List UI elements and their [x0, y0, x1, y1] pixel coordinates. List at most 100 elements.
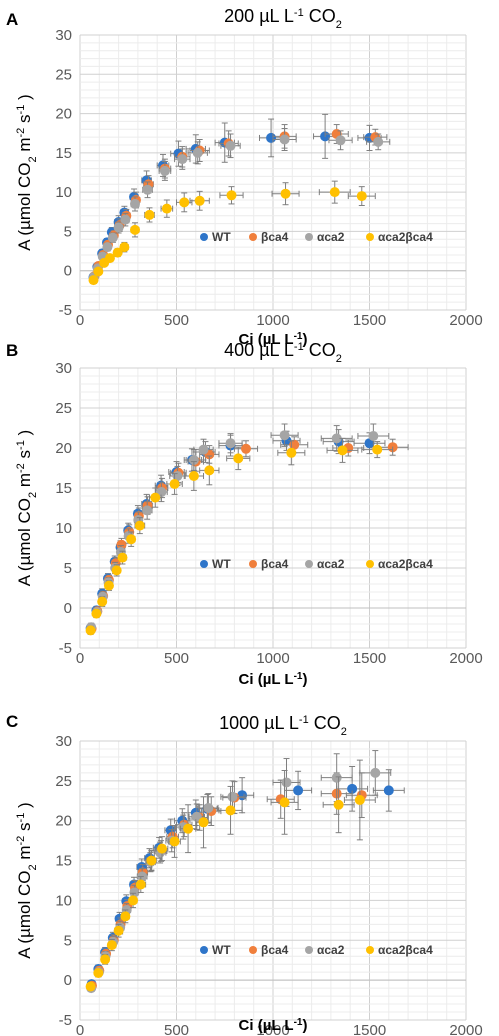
data-point — [161, 203, 172, 214]
data-point — [198, 444, 209, 455]
data-point — [93, 266, 104, 277]
title-tail: CO — [304, 6, 336, 26]
panel-c: 0 500 1000 1500 2000 -5 0 5 10 15 20 25 30 C 1000 µL L… — [6, 712, 483, 1036]
legend-marker — [249, 233, 257, 241]
legend-marker — [305, 560, 313, 568]
ylabel-part: s — [15, 822, 34, 835]
ylabel-superscript: -1 — [15, 440, 27, 450]
legend: WT βca4 αca2 αca2βca4 — [200, 230, 433, 244]
series-3 — [85, 759, 376, 992]
data-point — [93, 967, 104, 978]
legend: WT βca4 αca2 αca2βca4 — [200, 943, 433, 957]
data-point — [116, 539, 127, 550]
legend-marker — [200, 560, 208, 568]
xlabel-main: Ci (µL L — [239, 331, 294, 348]
data-point — [144, 209, 155, 220]
xlabel-main: Ci (µL L — [239, 671, 294, 688]
y-tick-label: 25 — [55, 400, 72, 417]
data-point — [279, 134, 290, 145]
data-point — [169, 836, 180, 847]
y-tick-label: -5 — [59, 640, 72, 657]
legend-label: αca2 — [317, 943, 345, 957]
data-point — [100, 954, 111, 965]
data-point — [383, 785, 394, 796]
data-point — [157, 843, 168, 854]
legend-marker — [249, 946, 257, 954]
series-2 — [86, 750, 392, 994]
x-tick-label: 0 — [76, 312, 84, 329]
y-tick-label: 0 — [64, 600, 72, 617]
data-point — [177, 154, 188, 165]
gridlines — [79, 740, 467, 1021]
data-point — [113, 222, 124, 233]
data-point — [370, 767, 381, 778]
data-point — [329, 187, 340, 198]
ylabel-superscript: -1 — [15, 105, 27, 115]
legend-marker — [305, 233, 313, 241]
y-tick-label: 15 — [55, 145, 72, 162]
y-tick-label: 10 — [55, 892, 72, 909]
title-superscript: -1 — [294, 7, 304, 19]
data-point — [280, 188, 291, 199]
series-2 — [88, 128, 391, 282]
data-point — [113, 925, 124, 936]
y-tick-label: 0 — [64, 263, 72, 280]
data-point — [128, 895, 139, 906]
ylabel-part: A (µmol CO — [15, 871, 34, 959]
y-tick-label: 0 — [64, 972, 72, 989]
data-point — [179, 197, 190, 208]
x-axis-label: Ci (µL L-1) — [239, 331, 308, 349]
legend-label: αca2βca4 — [378, 943, 433, 957]
data-point — [142, 184, 153, 195]
data-point — [134, 520, 145, 531]
y-tick-label: 5 — [64, 560, 72, 577]
xlabel-tail: ) — [302, 331, 307, 348]
series-3 — [88, 180, 376, 286]
legend-label: αca2βca4 — [378, 230, 433, 244]
data-point — [204, 465, 215, 476]
data-point — [331, 433, 342, 444]
y-tick-label: 30 — [55, 27, 72, 44]
data-point — [183, 823, 194, 834]
data-point — [104, 253, 115, 264]
data-point — [354, 794, 365, 805]
title-main: 1000 µL L — [219, 713, 299, 733]
data-point — [169, 479, 180, 489]
data-point — [142, 505, 153, 516]
data-point — [88, 275, 99, 286]
ylabel-part: m — [15, 137, 34, 156]
data-point — [240, 443, 251, 454]
legend-label: WT — [212, 557, 231, 571]
ylabel-part: m — [15, 473, 34, 492]
ylabel-superscript: -2 — [15, 836, 27, 846]
title-tail: CO — [309, 713, 341, 733]
x-tick-label: 1000 — [256, 312, 289, 329]
data-point — [266, 132, 277, 143]
data-point — [103, 580, 114, 591]
ylabel-superscript: -1 — [15, 813, 27, 823]
panel-label: A — [6, 10, 18, 29]
data-point — [226, 190, 237, 201]
data-point — [150, 492, 161, 503]
x-tick-label: 500 — [164, 650, 189, 667]
legend-marker — [366, 560, 374, 568]
data-point — [146, 855, 157, 866]
y-tick-label: 20 — [55, 813, 72, 830]
legend-label: αca2 — [317, 557, 345, 571]
x-tick-label: 1500 — [353, 650, 386, 667]
ylabel-superscript: -2 — [15, 463, 27, 473]
x-tick-label: 0 — [76, 650, 84, 667]
y-tick-label: 25 — [55, 773, 72, 790]
y-tick-label: 5 — [64, 223, 72, 240]
ylabel-subscript: 2 — [27, 156, 39, 162]
xlabel-tail: ) — [302, 671, 307, 688]
ylabel-part: ) — [15, 94, 34, 104]
panel-label: B — [6, 341, 18, 360]
data-point — [198, 817, 209, 828]
data-point — [106, 940, 117, 951]
data-point — [279, 797, 290, 808]
legend: WT βca4 αca2 αca2βca4 — [200, 557, 433, 571]
